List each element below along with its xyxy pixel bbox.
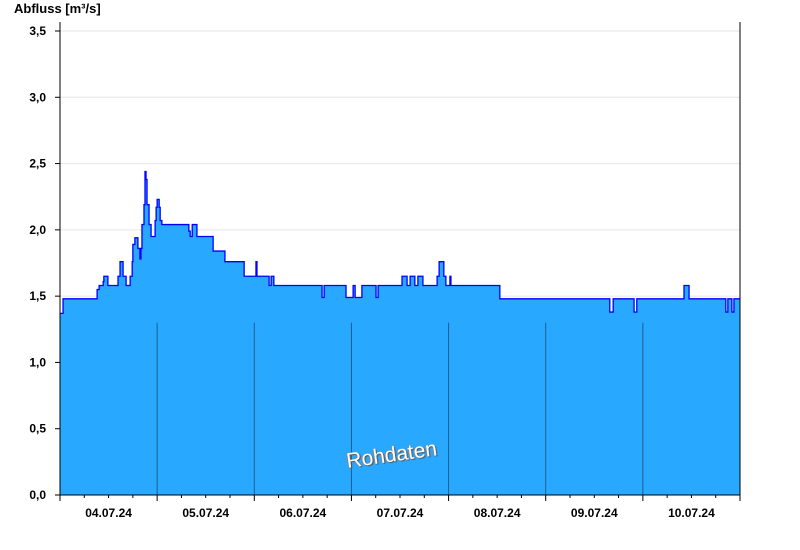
discharge-area (60, 171, 740, 496)
x-tick-label: 09.07.24 (571, 506, 618, 520)
y-tick-label: 0,0 (29, 488, 46, 502)
y-tick-label: 0,5 (29, 422, 46, 436)
x-tick-label: 06.07.24 (279, 506, 326, 520)
y-axis-title: Abfluss [m³/s] (14, 1, 101, 16)
x-tick-label: 08.07.24 (474, 506, 521, 520)
y-tick-label: 1,0 (29, 355, 46, 369)
x-tick-label: 07.07.24 (377, 506, 424, 520)
x-tick-label: 05.07.24 (182, 506, 229, 520)
discharge-line (60, 170, 740, 315)
x-tick-label: 04.07.24 (85, 506, 132, 520)
y-tick-label: 1,5 (29, 289, 46, 303)
y-tick-label: 2,5 (29, 157, 46, 171)
y-tick-label: 3,5 (29, 24, 46, 38)
y-tick-label: 2,0 (29, 223, 46, 237)
y-tick-label: 3,0 (29, 90, 46, 104)
x-tick-label: 10.07.24 (668, 506, 715, 520)
